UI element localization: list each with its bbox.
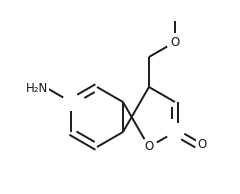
Text: O: O <box>197 138 206 151</box>
Text: H₂N: H₂N <box>25 82 48 95</box>
Text: O: O <box>144 140 154 153</box>
Text: O: O <box>170 36 180 48</box>
